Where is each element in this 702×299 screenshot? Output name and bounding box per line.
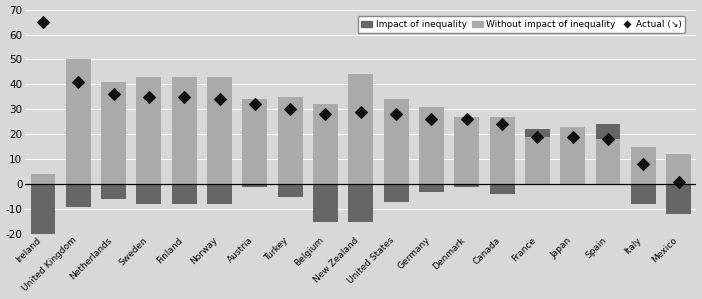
Bar	[631, 184, 656, 204]
Bar	[172, 77, 197, 184]
Bar	[348, 74, 373, 184]
Bar	[66, 184, 91, 207]
Bar	[242, 100, 267, 184]
Point	[249, 102, 260, 107]
Point	[673, 179, 684, 184]
Bar	[560, 127, 585, 184]
Bar	[490, 184, 515, 194]
Bar	[207, 184, 232, 204]
Point	[214, 97, 225, 102]
Bar	[384, 184, 409, 202]
Bar	[66, 60, 91, 184]
Bar	[313, 104, 338, 184]
Point	[143, 94, 154, 99]
Point	[178, 94, 190, 99]
Bar	[384, 100, 409, 184]
Point	[284, 107, 296, 112]
Point	[108, 92, 119, 97]
Point	[355, 109, 366, 114]
Bar	[136, 77, 161, 184]
Bar	[666, 184, 691, 214]
Bar	[666, 154, 691, 184]
Bar	[278, 184, 303, 197]
Point	[426, 117, 437, 122]
Bar	[525, 129, 550, 137]
Point	[72, 80, 84, 84]
Bar	[101, 184, 126, 199]
Bar	[101, 82, 126, 184]
Point	[390, 112, 402, 117]
Point	[602, 137, 614, 142]
Bar	[525, 137, 550, 184]
Bar	[454, 117, 479, 184]
Bar	[278, 97, 303, 184]
Bar	[30, 174, 55, 184]
Point	[567, 135, 578, 139]
Bar	[490, 117, 515, 184]
Point	[532, 135, 543, 139]
Bar	[136, 184, 161, 204]
Point	[638, 162, 649, 167]
Bar	[419, 107, 444, 184]
Point	[496, 122, 508, 127]
Point	[461, 117, 472, 122]
Bar	[242, 184, 267, 187]
Bar	[313, 184, 338, 222]
Bar	[348, 184, 373, 222]
Bar	[172, 184, 197, 204]
Bar	[30, 184, 55, 299]
Bar	[419, 184, 444, 192]
Point	[37, 20, 48, 25]
Legend: Impact of inequality, Without impact of inequality, Actual (↘): Impact of inequality, Without impact of …	[357, 16, 685, 33]
Bar	[631, 147, 656, 184]
Point	[320, 112, 331, 117]
Bar	[596, 139, 621, 184]
Bar	[454, 184, 479, 187]
Bar	[596, 124, 621, 139]
Bar	[207, 77, 232, 184]
